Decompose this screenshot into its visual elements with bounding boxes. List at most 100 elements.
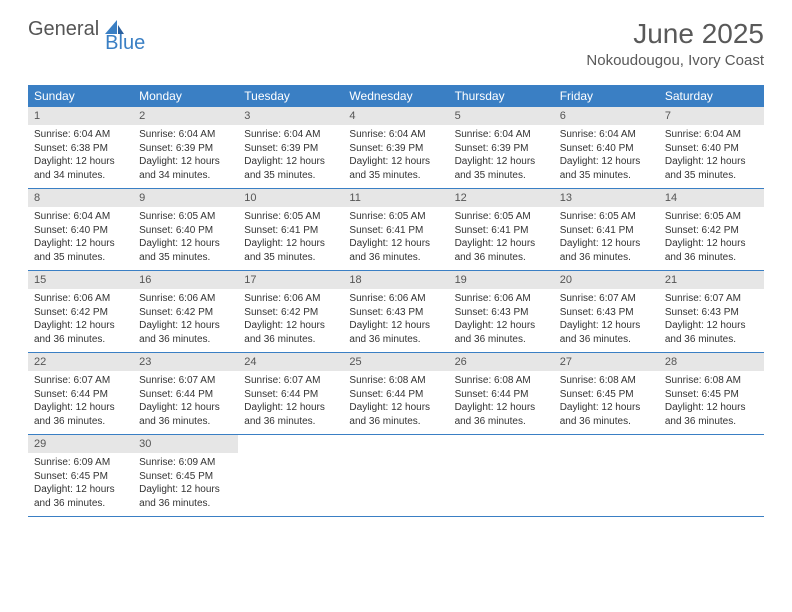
day-detail: Sunrise: 6:05 AMSunset: 6:41 PMDaylight:…	[449, 210, 554, 264]
day-detail: Sunrise: 6:08 AMSunset: 6:44 PMDaylight:…	[449, 374, 554, 428]
day-cell: 19 Sunrise: 6:06 AMSunset: 6:43 PMDayligh…	[449, 271, 554, 352]
weekday-label: Sunday	[28, 85, 133, 107]
day-cell: 23 Sunrise: 6:07 AMSunset: 6:44 PMDayligh…	[133, 353, 238, 434]
weekday-label: Wednesday	[343, 85, 448, 107]
day-cell: 21 Sunrise: 6:07 AMSunset: 6:43 PMDayligh…	[659, 271, 764, 352]
day-cell: 27 Sunrise: 6:08 AMSunset: 6:45 PMDayligh…	[554, 353, 659, 434]
day-number: 18	[343, 271, 448, 289]
day-cell: 7Sunrise: 6:04 AMSunset: 6:40 PMDaylight…	[659, 107, 764, 188]
day-detail: Sunrise: 6:04 AMSunset: 6:39 PMDaylight:…	[343, 128, 448, 182]
day-cell: 10 Sunrise: 6:05 AMSunset: 6:41 PMDayligh…	[238, 189, 343, 270]
day-detail: Sunrise: 6:04 AMSunset: 6:40 PMDaylight:…	[554, 128, 659, 182]
day-number: 9	[133, 189, 238, 207]
day-cell: 25 Sunrise: 6:08 AMSunset: 6:44 PMDayligh…	[343, 353, 448, 434]
day-detail: Sunrise: 6:07 AMSunset: 6:43 PMDaylight:…	[554, 292, 659, 346]
weekday-label: Monday	[133, 85, 238, 107]
day-detail: Sunrise: 6:06 AMSunset: 6:42 PMDaylight:…	[133, 292, 238, 346]
day-detail: Sunrise: 6:08 AMSunset: 6:45 PMDaylight:…	[554, 374, 659, 428]
day-detail: Sunrise: 6:07 AMSunset: 6:44 PMDaylight:…	[238, 374, 343, 428]
day-number: 6	[554, 107, 659, 125]
day-detail: Sunrise: 6:09 AMSunset: 6:45 PMDaylight:…	[28, 456, 133, 510]
day-number: 8	[28, 189, 133, 207]
day-cell: 4 Sunrise: 6:04 AMSunset: 6:39 PMDaylight…	[343, 107, 448, 188]
day-detail: Sunrise: 6:06 AMSunset: 6:42 PMDaylight:…	[238, 292, 343, 346]
day-number: 3	[238, 107, 343, 125]
day-number: 20	[554, 271, 659, 289]
day-detail: Sunrise: 6:05 AMSunset: 6:41 PMDaylight:…	[554, 210, 659, 264]
day-cell: 3 Sunrise: 6:04 AMSunset: 6:39 PMDaylight…	[238, 107, 343, 188]
day-detail: Sunrise: 6:05 AMSunset: 6:40 PMDaylight:…	[133, 210, 238, 264]
day-number: 25	[343, 353, 448, 371]
calendar: SundayMondayTuesdayWednesdayThursdayFrid…	[28, 85, 764, 517]
day-detail: Sunrise: 6:07 AMSunset: 6:43 PMDaylight:…	[659, 292, 764, 346]
day-number: 13	[554, 189, 659, 207]
day-detail: Sunrise: 6:05 AMSunset: 6:41 PMDaylight:…	[238, 210, 343, 264]
day-detail: Sunrise: 6:06 AMSunset: 6:42 PMDaylight:…	[28, 292, 133, 346]
day-number: 11	[343, 189, 448, 207]
day-cell: 11 Sunrise: 6:05 AMSunset: 6:41 PMDayligh…	[343, 189, 448, 270]
day-cell: 14 Sunrise: 6:05 AMSunset: 6:42 PMDayligh…	[659, 189, 764, 270]
empty-cell	[554, 435, 659, 516]
day-cell: 8Sunrise: 6:04 AMSunset: 6:40 PMDaylight…	[28, 189, 133, 270]
week-row: 1Sunrise: 6:04 AMSunset: 6:38 PMDaylight…	[28, 107, 764, 189]
day-detail: Sunrise: 6:04 AMSunset: 6:39 PMDaylight:…	[133, 128, 238, 182]
day-cell: 12 Sunrise: 6:05 AMSunset: 6:41 PMDayligh…	[449, 189, 554, 270]
day-cell: 30Sunrise: 6:09 AMSunset: 6:45 PMDayligh…	[133, 435, 238, 516]
day-cell: 22Sunrise: 6:07 AMSunset: 6:44 PMDayligh…	[28, 353, 133, 434]
day-detail: Sunrise: 6:07 AMSunset: 6:44 PMDaylight:…	[133, 374, 238, 428]
day-cell: 28 Sunrise: 6:08 AMSunset: 6:45 PMDayligh…	[659, 353, 764, 434]
day-number: 27	[554, 353, 659, 371]
day-detail: Sunrise: 6:06 AMSunset: 6:43 PMDaylight:…	[343, 292, 448, 346]
day-cell: 26 Sunrise: 6:08 AMSunset: 6:44 PMDayligh…	[449, 353, 554, 434]
week-row: 29Sunrise: 6:09 AMSunset: 6:45 PMDayligh…	[28, 435, 764, 517]
day-cell: 2Sunrise: 6:04 AMSunset: 6:39 PMDaylight…	[133, 107, 238, 188]
day-number: 28	[659, 353, 764, 371]
day-number: 4	[343, 107, 448, 125]
day-detail: Sunrise: 6:08 AMSunset: 6:44 PMDaylight:…	[343, 374, 448, 428]
day-detail: Sunrise: 6:09 AMSunset: 6:45 PMDaylight:…	[133, 456, 238, 510]
week-row: 8Sunrise: 6:04 AMSunset: 6:40 PMDaylight…	[28, 189, 764, 271]
day-cell: 13 Sunrise: 6:05 AMSunset: 6:41 PMDayligh…	[554, 189, 659, 270]
day-cell: 20 Sunrise: 6:07 AMSunset: 6:43 PMDayligh…	[554, 271, 659, 352]
empty-cell	[238, 435, 343, 516]
day-cell: 24Sunrise: 6:07 AMSunset: 6:44 PMDayligh…	[238, 353, 343, 434]
day-number: 26	[449, 353, 554, 371]
day-cell: 9 Sunrise: 6:05 AMSunset: 6:40 PMDaylight…	[133, 189, 238, 270]
week-row: 22Sunrise: 6:07 AMSunset: 6:44 PMDayligh…	[28, 353, 764, 435]
day-number: 21	[659, 271, 764, 289]
day-cell: 16 Sunrise: 6:06 AMSunset: 6:42 PMDayligh…	[133, 271, 238, 352]
day-number: 14	[659, 189, 764, 207]
day-number: 1	[28, 107, 133, 125]
day-detail: Sunrise: 6:04 AMSunset: 6:39 PMDaylight:…	[238, 128, 343, 182]
day-cell: 18 Sunrise: 6:06 AMSunset: 6:43 PMDayligh…	[343, 271, 448, 352]
day-number: 12	[449, 189, 554, 207]
day-number: 22	[28, 353, 133, 371]
day-detail: Sunrise: 6:05 AMSunset: 6:41 PMDaylight:…	[343, 210, 448, 264]
day-cell: 17 Sunrise: 6:06 AMSunset: 6:42 PMDayligh…	[238, 271, 343, 352]
day-number: 17	[238, 271, 343, 289]
weekday-label: Saturday	[659, 85, 764, 107]
day-number: 5	[449, 107, 554, 125]
day-number: 23	[133, 353, 238, 371]
empty-cell	[343, 435, 448, 516]
logo: General Blue	[28, 18, 167, 41]
day-detail: Sunrise: 6:04 AMSunset: 6:39 PMDaylight:…	[449, 128, 554, 182]
empty-cell	[659, 435, 764, 516]
day-cell: 6 Sunrise: 6:04 AMSunset: 6:40 PMDaylight…	[554, 107, 659, 188]
header: General Blue June 2025 Nokoudougou, Ivor…	[0, 0, 792, 75]
logo-text-general: General	[28, 18, 99, 41]
day-number: 19	[449, 271, 554, 289]
page-title: June 2025	[586, 18, 764, 50]
day-detail: Sunrise: 6:06 AMSunset: 6:43 PMDaylight:…	[449, 292, 554, 346]
day-detail: Sunrise: 6:04 AMSunset: 6:40 PMDaylight:…	[659, 128, 764, 182]
day-detail: Sunrise: 6:08 AMSunset: 6:45 PMDaylight:…	[659, 374, 764, 428]
weekday-label: Thursday	[449, 85, 554, 107]
day-cell: 15 Sunrise: 6:06 AMSunset: 6:42 PMDayligh…	[28, 271, 133, 352]
day-detail: Sunrise: 6:05 AMSunset: 6:42 PMDaylight:…	[659, 210, 764, 264]
location-label: Nokoudougou, Ivory Coast	[586, 52, 764, 69]
day-number: 10	[238, 189, 343, 207]
day-number: 16	[133, 271, 238, 289]
day-number: 15	[28, 271, 133, 289]
week-row: 15Sunrise: 6:06 AMSunset: 6:42 PMDayligh…	[28, 271, 764, 353]
day-cell: 1Sunrise: 6:04 AMSunset: 6:38 PMDaylight…	[28, 107, 133, 188]
